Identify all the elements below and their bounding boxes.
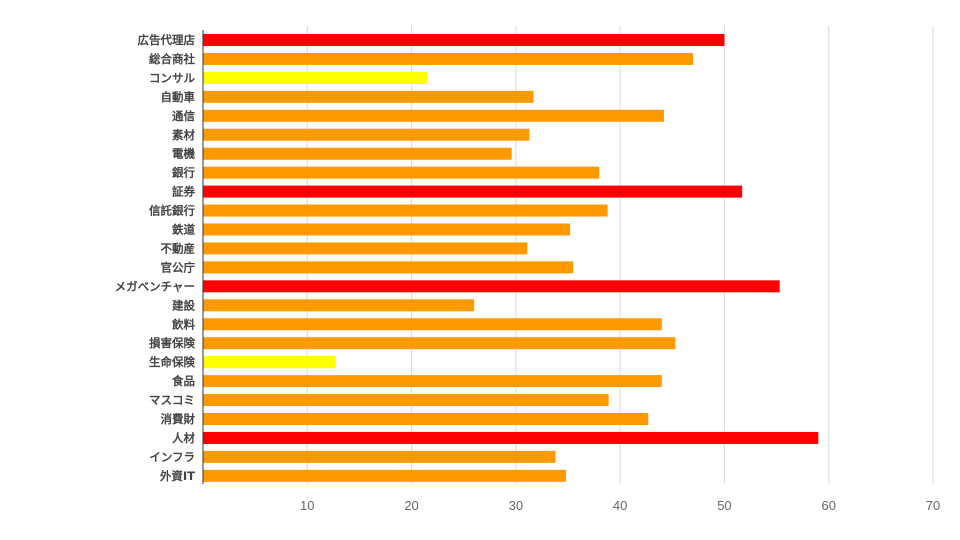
category-label-13: メガベンチャー (115, 279, 195, 293)
bar-23 (203, 469, 566, 482)
category-label-3: 自動車 (161, 90, 196, 104)
category-label-20: 消費財 (161, 412, 196, 426)
bar-4 (203, 109, 664, 122)
category-label-14: 建設 (172, 298, 195, 312)
category-label-18: 食品 (172, 374, 195, 388)
bar-17 (203, 356, 336, 369)
category-label-16: 損害保険 (149, 336, 195, 350)
bar-7 (203, 166, 600, 179)
bar-18 (203, 375, 662, 388)
category-label-22: インフラ (149, 450, 195, 464)
category-label-8: 証券 (172, 185, 195, 199)
category-label-4: 通信 (172, 109, 195, 123)
category-label-7: 銀行 (172, 166, 195, 180)
category-label-1: 総合商社 (149, 52, 195, 66)
x-axis-tick-labels: 10 20 30 40 50 60 70 (300, 498, 940, 513)
category-labels: 広告代理店総合商社コンサル自動車通信素材電機銀行証券信託銀行鉄道不動産官公庁メガ… (115, 33, 196, 483)
category-label-15: 飲料 (171, 317, 195, 331)
bar-1 (203, 52, 694, 65)
category-label-12: 官公庁 (161, 260, 196, 274)
category-label-23: 外資IT (159, 469, 195, 483)
bar-9 (203, 204, 608, 217)
x-tick-label-10: 10 (300, 498, 314, 513)
bar-22 (203, 450, 556, 463)
bar-12 (203, 261, 574, 274)
x-tick-label-50: 50 (717, 498, 731, 513)
x-tick-label-40: 40 (613, 498, 627, 513)
category-label-17: 生命保険 (149, 355, 195, 369)
bar-16 (203, 337, 676, 350)
x-tick-label-20: 20 (404, 498, 418, 513)
bar-15 (203, 318, 662, 331)
bar-10 (203, 223, 571, 236)
x-tick-label-30: 30 (509, 498, 523, 513)
bar-2 (203, 71, 428, 84)
category-label-19: マスコミ (149, 393, 195, 407)
category-label-6: 電機 (172, 147, 195, 161)
bar-11 (203, 242, 528, 255)
bar-19 (203, 394, 609, 407)
category-label-10: 鉄道 (172, 223, 195, 237)
bar-5 (203, 128, 530, 141)
bar-13 (203, 280, 780, 293)
category-label-5: 素材 (172, 128, 195, 142)
bar-6 (203, 147, 512, 160)
category-label-0: 広告代理店 (138, 33, 196, 47)
x-tick-label-60: 60 (821, 498, 835, 513)
bar-20 (203, 413, 649, 425)
bar-8 (203, 185, 743, 198)
category-label-21: 人材 (172, 431, 195, 445)
bar-3 (203, 90, 534, 103)
bars (203, 34, 819, 482)
category-label-11: 不動産 (161, 241, 196, 255)
bar-14 (203, 299, 475, 312)
x-tick-label-70: 70 (926, 498, 940, 513)
bar-21 (203, 431, 819, 444)
category-label-9: 信託銀行 (149, 204, 195, 218)
category-label-2: コンサル (149, 71, 195, 85)
bar-0 (203, 34, 725, 46)
